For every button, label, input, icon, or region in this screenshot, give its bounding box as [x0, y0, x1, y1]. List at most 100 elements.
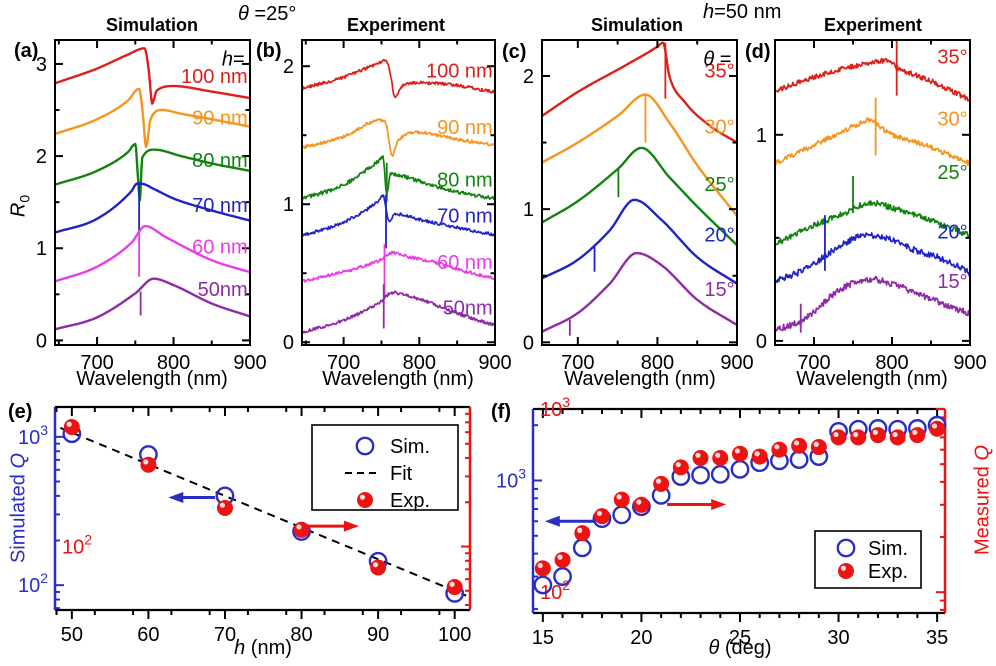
- curve-label: 35°: [937, 46, 967, 68]
- exp-point: [771, 441, 788, 458]
- y-tick-label: 3: [36, 54, 47, 76]
- exp-point: [830, 429, 847, 446]
- x-axis-label-e: h (nm): [234, 637, 292, 659]
- log-tick-label: 103: [496, 465, 526, 492]
- x-tick-label: 100: [438, 624, 471, 646]
- curves-d: [775, 40, 970, 334]
- y-tick-label: 1: [36, 238, 47, 260]
- curve-label: 80 nm: [437, 169, 493, 191]
- curve-label: 70 nm: [437, 205, 493, 227]
- exp-point: [593, 508, 610, 525]
- spectrum-curve-a-100nm: [55, 47, 250, 105]
- spectrum-curve-d-35°: [775, 57, 970, 103]
- curve-label: 100 nm: [181, 66, 248, 88]
- fit-line: [59, 426, 467, 597]
- exp-point: [446, 579, 463, 596]
- y-tick-label: 2: [523, 66, 534, 88]
- exp-point: [653, 475, 670, 492]
- legend-label: Sim.: [868, 538, 908, 560]
- panel-b-title: Experiment: [346, 15, 446, 35]
- exp-point: [751, 448, 768, 465]
- spectrum-curve-a-80nm: [55, 142, 250, 202]
- panel-label-d: (d): [745, 41, 771, 63]
- panel-a-plot: 700 800 900 0 1 2 3 100 nm 90 nm 80 nm 70 nm 60 nm 5…: [36, 39, 267, 374]
- inplot-annotation: θ =: [703, 49, 731, 71]
- curve-label: 25°: [704, 174, 734, 196]
- exp-point: [692, 450, 709, 467]
- left-arrow: [168, 492, 184, 504]
- x-axis-label-a: Wavelength (nm): [76, 368, 228, 390]
- panel-label-b: (b): [256, 40, 282, 62]
- curve-label: 35°: [704, 61, 734, 83]
- spectrum-curve-c-20°: [542, 198, 737, 285]
- spectrum-curve-a-70nm: [55, 182, 250, 234]
- sim-point: [710, 464, 730, 484]
- y-tick-label: 1: [523, 199, 534, 221]
- x-tick-label: 700: [80, 352, 113, 374]
- legend-box: [814, 530, 922, 589]
- exp-point: [613, 491, 630, 508]
- y-axis-label-simulated-q: Simulated Q: [7, 452, 30, 564]
- panel-b-plot: 700 800 900 0 1 2 100 nm 90 nm 80 nm 70 nm 60 nm 50…: [283, 39, 512, 374]
- panel-label-a: (a): [14, 40, 39, 62]
- x-tick-label: 800: [875, 352, 908, 374]
- x-axis-label-d: Wavelength (nm): [796, 368, 948, 390]
- h-symbol: h: [703, 1, 715, 23]
- curve-label: 15°: [937, 271, 967, 293]
- x-tick-label: 15: [532, 627, 554, 649]
- curve-label: 25°: [937, 162, 967, 184]
- x-tick-label: 900: [953, 352, 986, 374]
- x-tick-label: 800: [157, 352, 190, 374]
- x-tick-label: 70: [214, 624, 236, 646]
- panel-d-title: Experiment: [823, 15, 923, 35]
- curves-a: [55, 47, 250, 331]
- sim-point: [836, 538, 856, 558]
- exp-point: [357, 492, 373, 508]
- y-tick-label: 0: [756, 331, 767, 353]
- panel-label-f: (f): [491, 401, 511, 423]
- x-tick-label: 800: [403, 352, 436, 374]
- exp-point: [370, 559, 387, 576]
- curve-label: 80 nm: [192, 150, 248, 172]
- exp-point: [63, 419, 80, 436]
- sim-point: [355, 436, 375, 456]
- curve-label: 90 nm: [192, 107, 248, 129]
- sim-point: [730, 459, 750, 479]
- spectrum-curve-c-30°: [542, 93, 737, 217]
- legend-box: [311, 424, 459, 511]
- panel-label-c: (c): [502, 41, 527, 63]
- spectrum-curve-d-25°: [775, 200, 970, 246]
- exp-point: [791, 437, 808, 454]
- spectrum-curve-b-60nm: [302, 250, 495, 283]
- exp-point: [554, 551, 571, 568]
- spectrum-curve-a-50nm: [55, 277, 250, 331]
- y-tick-label: 0: [283, 332, 294, 354]
- spectrum-curve-d-15°: [775, 275, 970, 334]
- inplot-annotation: h=: [222, 48, 245, 70]
- panel-d-plot: 700 800 900 0 1 35° 30° 25° 20° 15°: [756, 39, 987, 374]
- exp-point: [838, 563, 854, 579]
- spectrum-curve-a-60nm: [55, 224, 250, 283]
- exp-point: [712, 450, 729, 467]
- right-arrow: [711, 499, 727, 511]
- x-tick-label: 25: [729, 627, 751, 649]
- spectrum-curve-c-25°: [542, 146, 737, 246]
- y-tick-label: 1: [283, 194, 294, 216]
- x-tick-label: 800: [641, 352, 674, 374]
- log-tick-label: 103: [18, 422, 48, 449]
- y-tick-label: 1: [756, 125, 767, 147]
- spectrum-curve-b-70nm: [302, 194, 495, 237]
- x-tick-label: 900: [720, 352, 753, 374]
- curve-label: 15°: [704, 279, 734, 301]
- y-axis-label-r0: R0: [7, 194, 33, 218]
- x-tick-label: 60: [137, 624, 159, 646]
- spectrum-curve-d-20°: [775, 232, 970, 284]
- spectrum-curve-c-15°: [542, 251, 737, 333]
- x-tick-label: 20: [630, 627, 652, 649]
- curve-label: 30°: [937, 108, 967, 130]
- exp-point: [810, 439, 827, 456]
- y-tick-label: 0: [36, 330, 47, 352]
- panel-a-title: Simulation: [105, 15, 199, 35]
- y-tick-label: 2: [283, 56, 294, 78]
